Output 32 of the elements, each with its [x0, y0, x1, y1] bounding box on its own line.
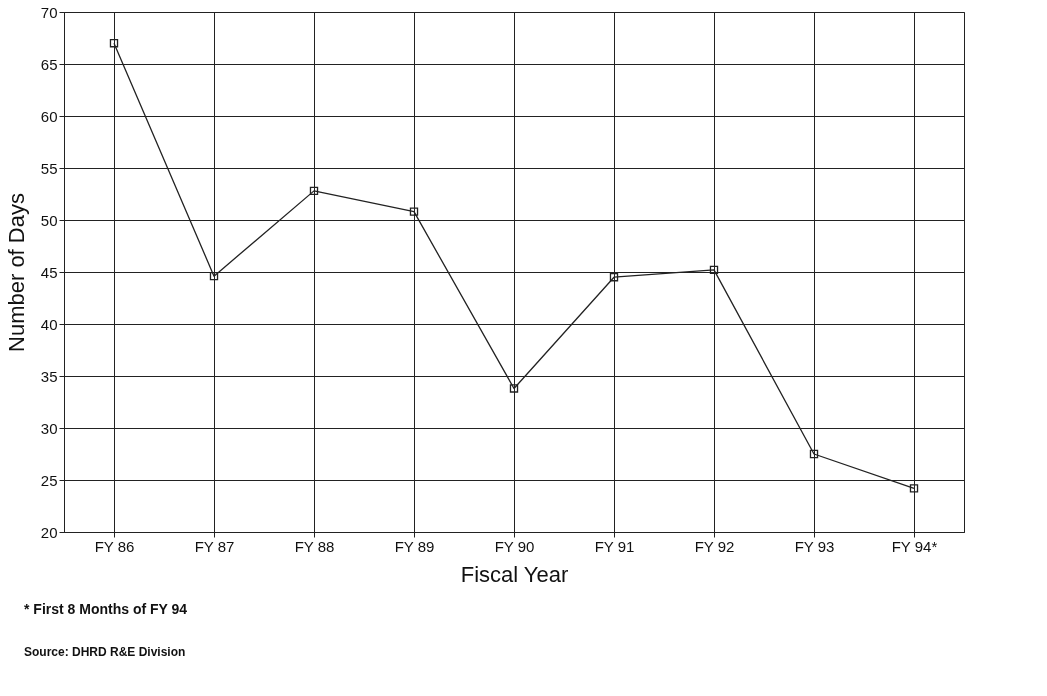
x-tick-label: FY 87 — [194, 537, 235, 555]
point — [509, 384, 519, 393]
point — [709, 265, 719, 275]
x-tick-label: FY 91 — [594, 537, 635, 555]
x-tick-label: FY 86 — [94, 537, 135, 555]
y-tick-label: 40 — [40, 315, 58, 333]
x-tick-label: FY 90 — [494, 537, 535, 555]
y-tick-label: 20 — [40, 523, 58, 541]
y-tick-label: 25 — [40, 471, 58, 489]
y-tick-label: 60 — [40, 107, 58, 125]
y-tick-label: 45 — [40, 263, 58, 281]
y-tick-label: 65 — [40, 55, 58, 73]
point — [309, 186, 319, 196]
x-tick-label: FY 88 — [294, 537, 335, 555]
source-note: Source: DHRD R&E Division — [24, 645, 186, 659]
y-tick-label: 50 — [40, 211, 58, 229]
y-tick-label: 55 — [40, 159, 58, 177]
y-tick-label: 70 — [40, 3, 58, 21]
point — [809, 449, 819, 459]
x-tick-label: FY 92 — [694, 537, 735, 555]
x-axis-title: Fiscal Year — [460, 561, 569, 587]
y-tick-label: 30 — [40, 419, 58, 437]
x-tick-label: FY 89 — [394, 537, 435, 555]
x-tick-label: FY 94* — [891, 537, 938, 555]
point — [109, 39, 119, 48]
point — [609, 273, 619, 282]
text: * First 8 Months of FY 94 — [24, 601, 188, 617]
point — [909, 484, 919, 493]
x-tick-label: FY 93 — [794, 537, 835, 555]
point — [409, 207, 419, 216]
y-tick-label: 35 — [40, 367, 58, 385]
y-axis-title: Number of Days — [3, 193, 29, 352]
